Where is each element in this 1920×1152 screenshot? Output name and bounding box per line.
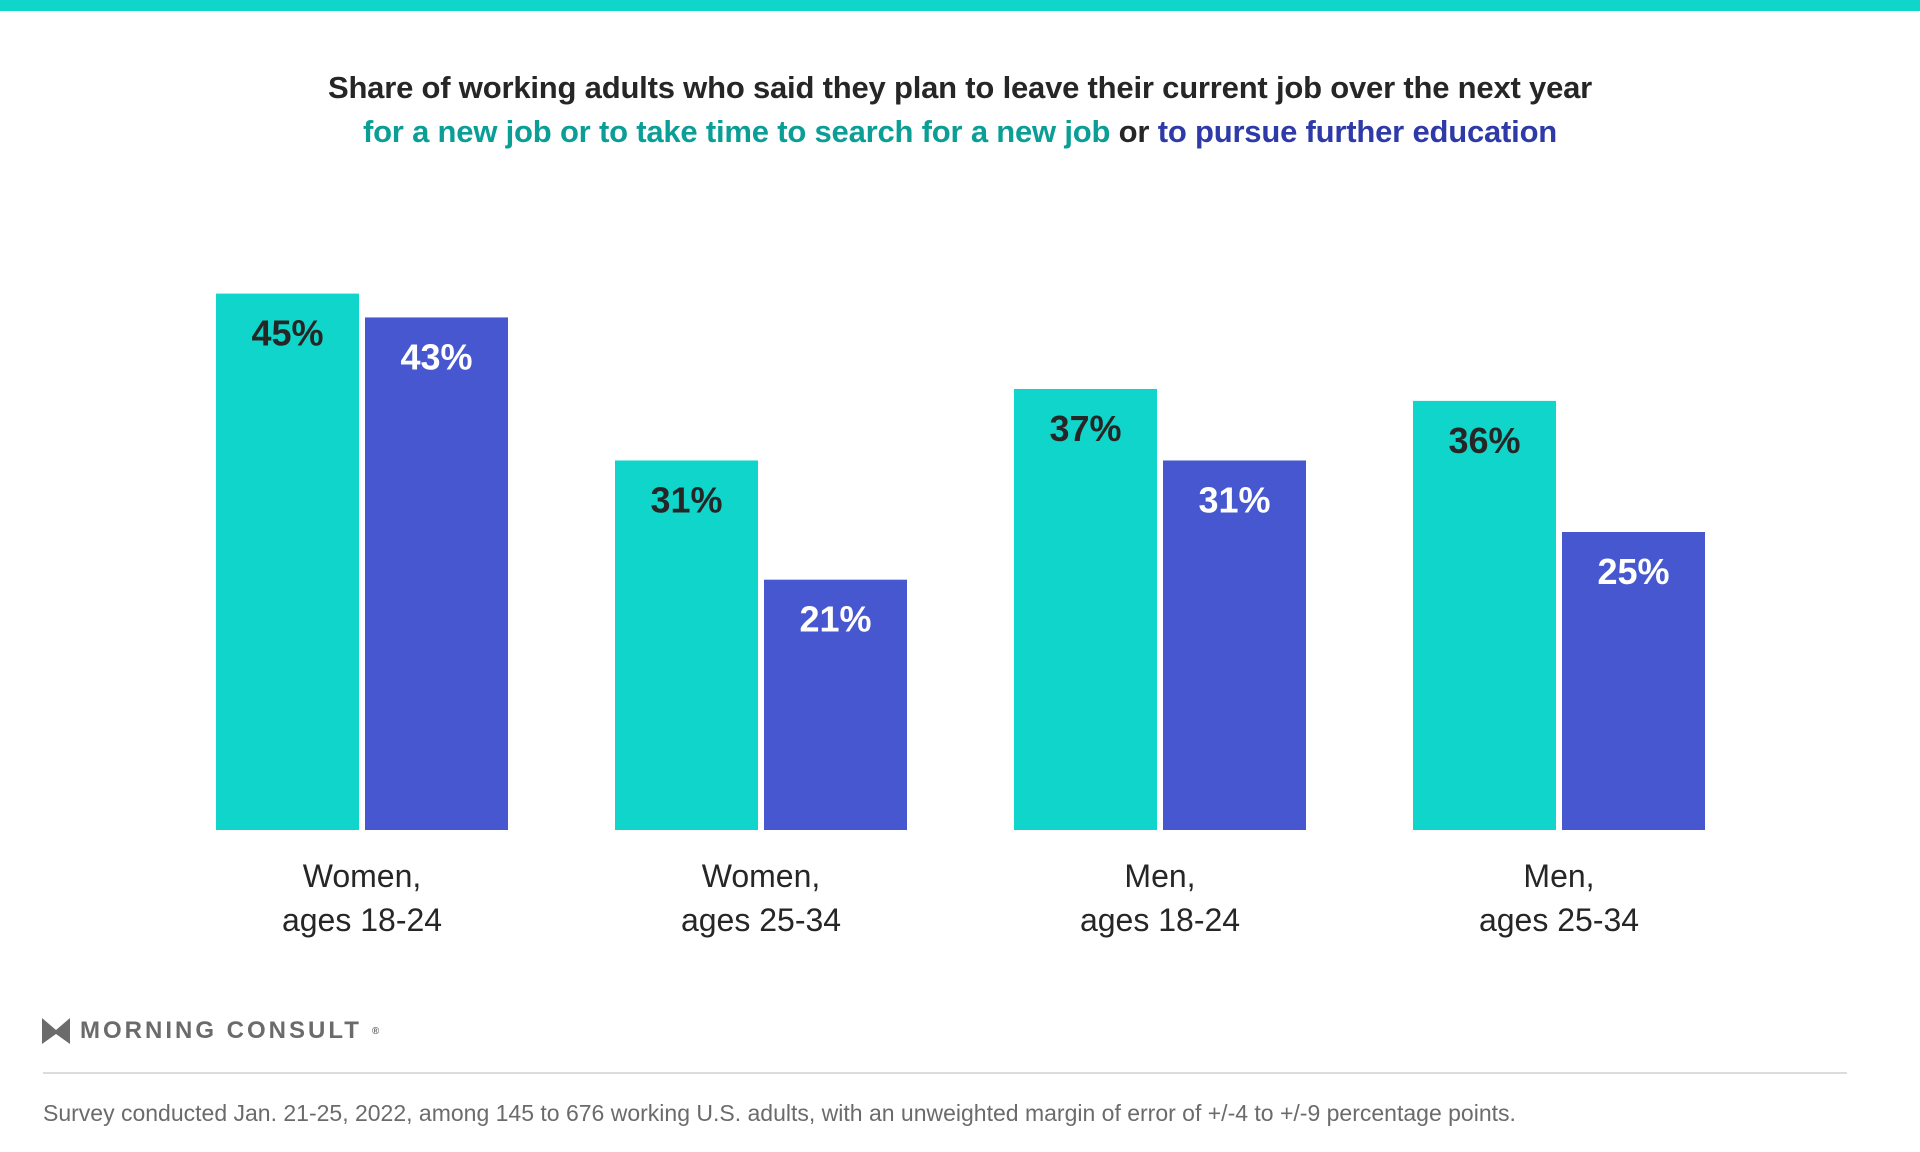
bar: [1163, 460, 1306, 830]
category-label-line: ages 25-34: [680, 902, 842, 938]
subtitle-or: or: [1110, 114, 1158, 149]
bar: [615, 460, 758, 830]
category-label-line: Men,: [1124, 858, 1196, 894]
subtitle-series-1: for a new job or to take time to search …: [362, 114, 1111, 149]
category-label-line: ages 18-24: [1079, 902, 1241, 938]
category-label: Women, ages 25-34: [601, 854, 921, 942]
data-label: 36%: [1448, 420, 1520, 461]
bar: [365, 317, 508, 830]
data-label: 37%: [1049, 408, 1121, 449]
category-label: Women, ages 18-24: [202, 854, 522, 942]
chart-title: Share of working adults who said they pl…: [327, 70, 1593, 105]
subtitle-series-2: to pursue further education: [1157, 114, 1558, 149]
footer-divider: [43, 1072, 1847, 1074]
data-label: 31%: [1198, 479, 1270, 520]
data-label: 25%: [1597, 551, 1669, 592]
data-label: 21%: [799, 599, 871, 640]
category-label-line: Women,: [302, 858, 422, 894]
bar: [216, 293, 359, 831]
category-label-line: ages 18-24: [281, 902, 443, 938]
footnote: Survey conducted Jan. 21-25, 2022, among…: [43, 1100, 1516, 1126]
bar: [1562, 532, 1705, 830]
bar: [1014, 388, 1157, 830]
morning-consult-logo-icon: [42, 1018, 70, 1044]
data-label: 43%: [400, 336, 472, 377]
bar-chart: 45% 31% 37% 36% 43% 21% 31% 25%: [216, 293, 1705, 831]
category-label-line: ages 25-34: [1478, 902, 1640, 938]
category-label: Men, ages 25-34: [1399, 854, 1719, 942]
data-label: 31%: [650, 479, 722, 520]
category-label-line: Women,: [701, 858, 821, 894]
category-label: Men, ages 18-24: [1000, 854, 1320, 942]
bar: [1413, 400, 1556, 830]
data-label: 45%: [251, 313, 323, 354]
category-label-line: Men,: [1523, 858, 1595, 894]
brand-logo: MORNING CONSULT ®: [42, 1017, 379, 1045]
bar: [764, 579, 907, 830]
top-accent-bar: [0, 0, 1920, 11]
chart-subtitle: for a new job or to take time to search …: [0, 114, 1920, 150]
brand-name: MORNING CONSULT: [80, 1017, 362, 1044]
